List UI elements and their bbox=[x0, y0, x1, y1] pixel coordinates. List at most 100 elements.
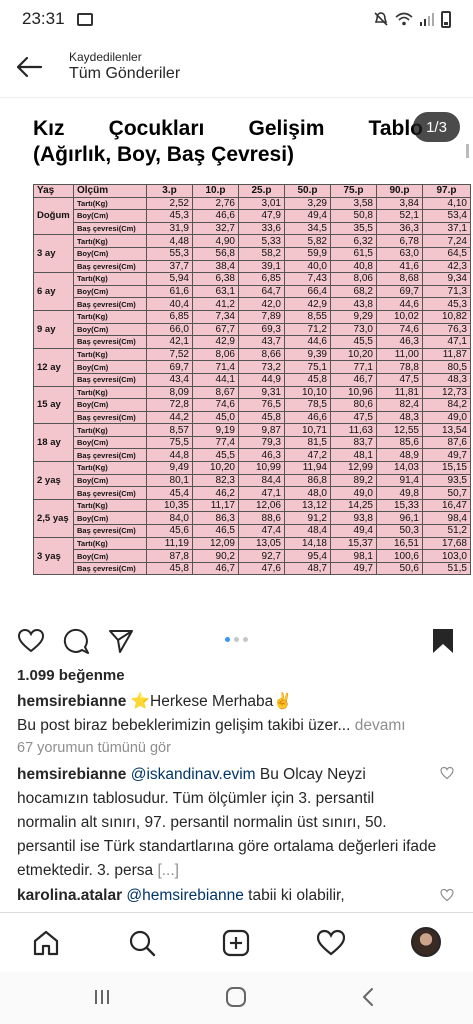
measurement-cell: Boy(Cm) bbox=[73, 209, 147, 223]
comment-2-mention[interactable]: @hemsirebianne bbox=[126, 887, 244, 904]
value-cell: 4,48 bbox=[146, 234, 193, 248]
value-cell: 4,90 bbox=[192, 234, 239, 248]
table-header-cell: 75.p bbox=[330, 184, 377, 198]
bookmark-icon[interactable] bbox=[430, 628, 456, 654]
table-row: Boy(Cm) 66,0 67,7 69,3 71,2 73,0 74,6 76,3 bbox=[34, 322, 471, 337]
back-button-icon[interactable] bbox=[360, 987, 376, 1007]
value-cell: 59,9 bbox=[284, 246, 331, 261]
measurement-cell: Boy(Cm) bbox=[73, 360, 147, 374]
value-cell: 45,6 bbox=[146, 524, 193, 538]
measurement-cell: Baş çevresi(Cm) bbox=[73, 486, 147, 500]
table-row: 12 ay Tartı(Kg) 7,52 8,06 8,66 9,39 10,20 11,00… bbox=[33, 347, 471, 387]
value-cell: 72,8 bbox=[146, 398, 193, 412]
value-cell: 9,29 bbox=[330, 309, 377, 324]
home-button-icon[interactable] bbox=[224, 986, 248, 1008]
image-title-word: Gelişim bbox=[248, 117, 325, 140]
age-cell: 9 ay bbox=[33, 309, 74, 349]
value-cell: 103,0 bbox=[422, 549, 471, 563]
caption-more-link[interactable]: devamı bbox=[350, 717, 406, 734]
table-row: Baş çevresi(Cm) 31,9 32,7 33,6 34,5 35,5 36,3 3… bbox=[34, 221, 471, 236]
value-cell: 47,5 bbox=[376, 372, 423, 387]
value-cell: 95,4 bbox=[284, 549, 331, 563]
value-cell: 53,4 bbox=[422, 209, 471, 223]
measurement-cell: Tartı(Kg) bbox=[73, 461, 147, 475]
value-cell: 80,5 bbox=[422, 360, 471, 374]
value-cell: 8,09 bbox=[146, 385, 193, 400]
comment-1-mention[interactable]: @iskandinav.evim bbox=[130, 766, 256, 783]
measurement-cell: Boy(Cm) bbox=[73, 549, 147, 563]
comment-2-username[interactable]: karolina.atalar bbox=[17, 887, 123, 904]
value-cell: 49,4 bbox=[284, 209, 331, 223]
comment-icon[interactable] bbox=[63, 628, 89, 654]
carousel-dots bbox=[225, 637, 248, 642]
value-cell: 12,73 bbox=[422, 385, 471, 400]
value-cell: 74,6 bbox=[192, 398, 239, 412]
measurement-cell: Tartı(Kg) bbox=[73, 309, 147, 324]
measurement-cell: Tartı(Kg) bbox=[73, 347, 147, 362]
value-cell: 13,05 bbox=[238, 536, 285, 551]
table-row: Baş çevresi(Cm) 44,2 45,0 45,8 46,6 47,5 48,3 4… bbox=[34, 410, 471, 425]
measurement-cell: Baş çevresi(Cm) bbox=[73, 259, 147, 274]
table-row: Baş çevresi(Cm) 42,1 42,9 43,7 44,6 45,5 46,3 4… bbox=[34, 335, 471, 349]
add-post-icon[interactable] bbox=[222, 929, 250, 957]
value-cell: 82,3 bbox=[192, 473, 239, 488]
activity-heart-icon[interactable] bbox=[317, 929, 345, 957]
value-cell: 42,9 bbox=[192, 335, 239, 349]
like-heart-icon[interactable] bbox=[18, 628, 44, 654]
comment-1-like-icon[interactable] bbox=[440, 766, 454, 780]
value-cell: 47,4 bbox=[238, 524, 285, 538]
value-cell: 69,7 bbox=[376, 284, 423, 299]
value-cell: 10,82 bbox=[422, 309, 471, 324]
value-cell: 11,00 bbox=[376, 347, 423, 362]
growth-table: Yaş Ölçüm 3.p 10.p 25.p 50.p 75.p 90.p 97.p Doğu… bbox=[33, 184, 471, 576]
value-cell: 71,3 bbox=[422, 284, 471, 299]
measurement-cell: Baş çevresi(Cm) bbox=[73, 335, 147, 349]
value-cell: 84,0 bbox=[146, 511, 193, 526]
value-cell: 8,67 bbox=[192, 385, 239, 400]
caption-username[interactable]: hemsirebianne bbox=[17, 693, 127, 710]
value-cell: 78,5 bbox=[284, 398, 331, 412]
table-row: Boy(Cm) 61,6 63,1 64,7 66,4 68,2 69,7 71,3 bbox=[34, 284, 471, 299]
view-all-comments[interactable]: 67 yorumun tümünü gör bbox=[17, 740, 171, 756]
value-cell: 10,02 bbox=[376, 309, 423, 324]
table-row: Baş çevresi(Cm) 40,4 41,2 42,0 42,9 43,8 44,6 4… bbox=[34, 297, 471, 311]
like-count[interactable]: 1.099 beğenme bbox=[17, 667, 125, 684]
image-title-line1: Kız Çocukları Gelişim Tablo bbox=[33, 116, 423, 142]
value-cell: 10,71 bbox=[284, 423, 331, 437]
value-cell: 91,2 bbox=[284, 511, 331, 526]
back-arrow-icon[interactable] bbox=[14, 52, 44, 82]
value-cell: 56,8 bbox=[192, 246, 239, 261]
value-cell: 80,1 bbox=[146, 473, 193, 488]
value-cell: 49,0 bbox=[422, 410, 471, 425]
value-cell: 47,1 bbox=[422, 335, 471, 349]
value-cell: 5,82 bbox=[284, 234, 331, 248]
measurement-cell: Boy(Cm) bbox=[73, 398, 147, 412]
value-cell: 12,99 bbox=[330, 461, 377, 475]
comment-2-like-icon[interactable] bbox=[440, 888, 454, 902]
value-cell: 45,8 bbox=[284, 372, 331, 387]
recent-apps-icon[interactable] bbox=[92, 987, 112, 1007]
value-cell: 71,2 bbox=[284, 322, 331, 337]
value-cell: 42,9 bbox=[284, 297, 331, 311]
profile-avatar[interactable] bbox=[411, 927, 441, 957]
value-cell: 6,85 bbox=[146, 309, 193, 324]
value-cell: 12,06 bbox=[238, 498, 285, 513]
value-cell: 43,4 bbox=[146, 372, 193, 387]
comment-1-more[interactable]: [...] bbox=[157, 862, 179, 879]
value-cell: 34,5 bbox=[284, 221, 331, 236]
value-cell: 6,32 bbox=[330, 234, 377, 248]
value-cell: 15,37 bbox=[330, 536, 377, 551]
value-cell: 9,49 bbox=[146, 461, 193, 475]
home-icon[interactable] bbox=[32, 929, 60, 957]
value-cell: 69,3 bbox=[238, 322, 285, 337]
value-cell: 63,0 bbox=[376, 246, 423, 261]
comment-1-username[interactable]: hemsirebianne bbox=[17, 766, 127, 783]
carousel-dot bbox=[234, 637, 239, 642]
post-image[interactable]: Kız Çocukları Gelişim Tablo (Ağırlık, Boy, … bbox=[0, 98, 473, 618]
search-icon[interactable] bbox=[128, 929, 156, 957]
measurement-cell: Tartı(Kg) bbox=[73, 196, 147, 211]
share-icon[interactable] bbox=[108, 628, 134, 654]
value-cell: 6,38 bbox=[192, 272, 239, 286]
caption-text: ⭐Herkese Merhaba✌️ bbox=[130, 693, 293, 710]
value-cell: 42,3 bbox=[422, 259, 471, 274]
